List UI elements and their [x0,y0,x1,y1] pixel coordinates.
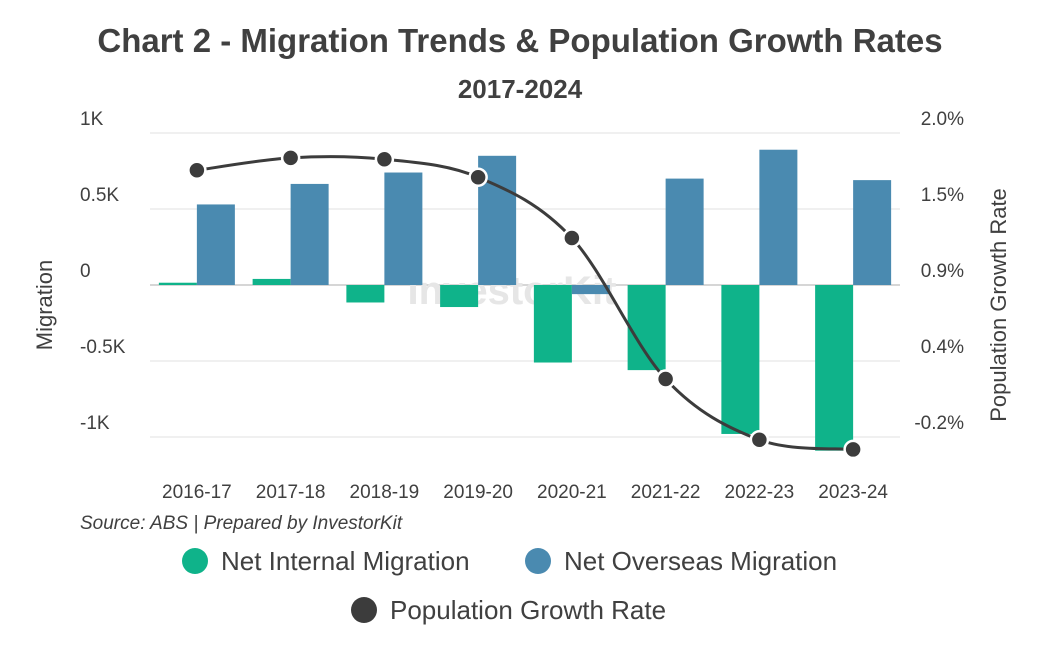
legend-marker [525,548,551,574]
left-tick-label: -0.5K [80,337,126,358]
bar-net-internal-migration [440,285,479,308]
legend-marker [182,548,208,574]
left-tick-label: -1K [80,413,110,434]
bar-net-overseas-migration [196,204,235,285]
growth-rate-point [843,439,863,460]
left-tick-label: 0.5K [80,185,119,206]
x-tick-label: 2020-21 [537,482,607,503]
bar-net-internal-migration [533,285,572,363]
growth-rate-point [280,148,301,168]
left-axis-label: Migration [32,260,57,350]
x-tick-label: 2021-22 [631,482,701,503]
bar-net-overseas-migration [384,172,423,285]
x-tick-label: 2018-19 [350,482,420,503]
growth-rate-line [196,155,854,451]
growth-rate-point [187,160,207,181]
bar-net-internal-migration [627,285,666,371]
x-axis-ticks: 2016-17 2017-18 2018-19 2019-20 2020-21 2021-… [162,482,888,503]
x-tick-label: 2019-20 [443,482,513,503]
right-tick-label: 2.0% [921,109,964,130]
bar-net-overseas-migration [290,183,329,285]
bar-net-overseas-migration [571,285,610,295]
left-tick-label: 0 [80,261,91,282]
legend-label: Net Overseas Migration [564,546,837,576]
legend-label: Population Growth Rate [390,595,666,625]
right-tick-label: -0.2% [914,413,964,434]
bar-net-overseas-migration [853,180,892,285]
bar-net-internal-migration [252,278,291,285]
x-tick-label: 2022-23 [725,482,795,503]
chart-subtitle: 2017-2024 [458,74,583,104]
growth-rate-point [374,149,395,170]
growth-rate-point [562,228,582,248]
source-note: Source: ABS | Prepared by InvestorKit [80,513,403,534]
bar-net-internal-migration [346,285,385,303]
right-axis-ticks: 2.0% 1.5% 0.9% 0.4% -0.2% [914,109,964,434]
growth-rate-point [749,430,770,450]
growth-rate-point [655,369,676,389]
x-tick-label: 2017-18 [256,482,326,503]
x-tick-label: 2016-17 [162,482,232,503]
right-axis-label: Population Growth Rate [986,188,1011,422]
legend-marker [351,597,377,623]
chart-title: Chart 2 - Migration Trends & Population … [97,22,942,59]
bars-group [158,149,892,451]
bar-net-overseas-migration [759,149,798,285]
right-tick-label: 0.9% [921,261,964,282]
line-group [187,148,863,460]
left-tick-label: 1K [80,109,104,130]
left-axis-ticks: 1K 0.5K 0 -0.5K -1K [80,109,126,434]
right-tick-label: 1.5% [921,185,964,206]
right-tick-label: 0.4% [921,337,964,358]
bar-net-internal-migration [158,282,197,285]
bar-net-internal-migration [721,285,760,434]
legend: Net Internal Migration Net Overseas Migra… [182,546,837,625]
growth-rate-point [468,167,488,187]
x-tick-label: 2023-24 [818,482,888,503]
bar-net-overseas-migration [665,178,704,285]
legend-label: Net Internal Migration [221,546,470,576]
bar-net-internal-migration [815,285,854,451]
